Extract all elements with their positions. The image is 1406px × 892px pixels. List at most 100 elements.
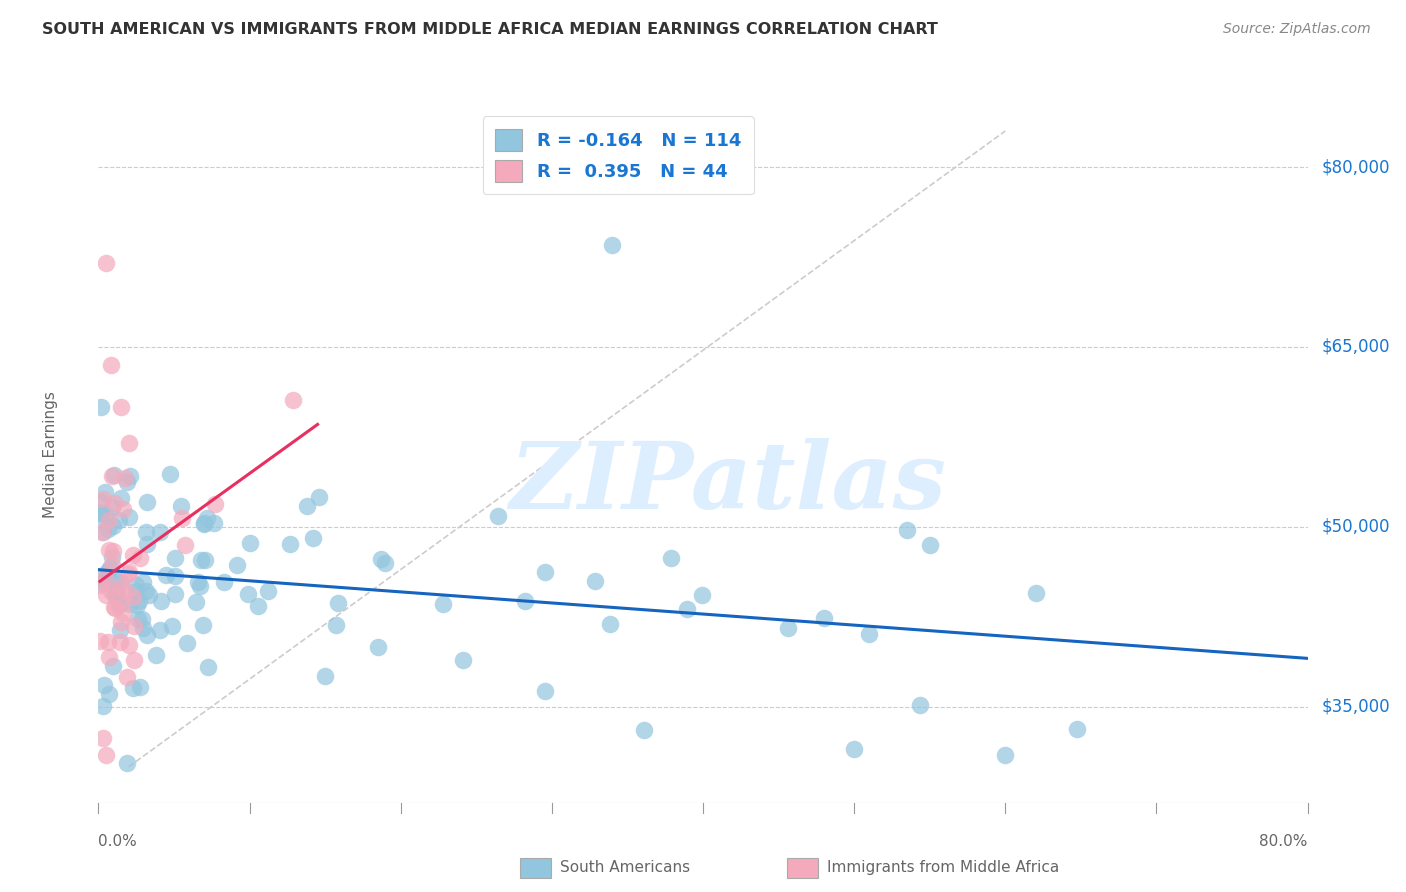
Point (94, 571, 117, 585)
Point (98, 561, 121, 575)
Point (104, 589, 127, 603)
Point (100, 358, 122, 372)
Point (121, 681, 143, 696)
Point (1024, 586, 1046, 600)
Point (115, 756, 138, 770)
Point (104, 585, 127, 599)
Point (128, 551, 150, 566)
Text: 80.0%: 80.0% (1260, 834, 1308, 849)
Point (184, 594, 207, 608)
Point (128, 594, 150, 608)
Point (115, 670, 138, 684)
Point (486, 508, 509, 523)
Point (104, 600, 127, 615)
Point (111, 502, 134, 516)
Point (100, 583, 122, 598)
Point (308, 490, 330, 504)
Point (89, 633, 111, 648)
Point (93, 507, 115, 521)
Point (89, 578, 111, 592)
Point (176, 636, 198, 650)
Point (132, 574, 155, 589)
Point (325, 618, 347, 632)
Point (110, 615, 132, 629)
Point (97, 688, 120, 702)
Point (114, 583, 136, 598)
Point (105, 590, 128, 604)
Point (89, 506, 111, 520)
Point (533, 684, 555, 698)
Point (370, 551, 392, 566)
Text: SOUTH AMERICAN VS IMMIGRANTS FROM MIDDLE AFRICA MEDIAN EARNINGS CORRELATION CHAR: SOUTH AMERICAN VS IMMIGRANTS FROM MIDDLE… (42, 22, 938, 37)
Point (191, 618, 214, 632)
Point (136, 536, 159, 550)
Point (114, 471, 136, 485)
Point (1066, 722, 1088, 736)
Point (162, 619, 184, 633)
Point (120, 468, 142, 483)
Point (145, 648, 167, 662)
Point (118, 638, 141, 652)
Point (101, 658, 124, 673)
Point (101, 500, 124, 515)
Point (328, 596, 350, 610)
Point (127, 612, 149, 626)
Point (204, 497, 226, 511)
Point (91, 524, 114, 539)
Point (132, 621, 155, 635)
Point (122, 653, 145, 667)
Point (302, 531, 325, 545)
Point (813, 611, 835, 625)
Text: Immigrants from Middle Africa: Immigrants from Middle Africa (827, 861, 1059, 875)
Point (108, 580, 131, 594)
Point (174, 538, 197, 552)
Point (118, 565, 141, 579)
Point (163, 569, 186, 583)
Text: Median Earnings: Median Earnings (42, 392, 58, 518)
Point (120, 597, 142, 611)
Point (170, 511, 193, 525)
Point (247, 599, 270, 613)
Point (104, 573, 127, 587)
Point (283, 392, 305, 407)
Point (138, 588, 160, 602)
Point (93, 698, 115, 713)
Text: $50,000: $50,000 (1322, 518, 1391, 536)
Point (190, 553, 212, 567)
Point (193, 516, 215, 531)
Point (195, 511, 218, 525)
Point (101, 549, 124, 564)
Point (150, 594, 173, 608)
Point (110, 597, 132, 611)
Point (93, 574, 115, 588)
Point (101, 543, 124, 558)
Point (108, 598, 131, 612)
Point (110, 575, 132, 590)
Point (89, 576, 111, 591)
Point (778, 621, 800, 635)
Text: ZIPatlas: ZIPatlas (509, 438, 946, 528)
Point (110, 634, 132, 648)
Point (858, 627, 880, 641)
Point (118, 510, 141, 524)
Point (91, 731, 114, 746)
Point (101, 558, 124, 572)
Point (105, 583, 128, 598)
Point (103, 496, 125, 510)
Point (374, 556, 396, 570)
Point (918, 538, 941, 552)
Point (115, 475, 138, 489)
Point (690, 588, 713, 602)
Point (994, 747, 1017, 762)
Point (131, 612, 153, 626)
Point (135, 584, 157, 599)
Point (910, 698, 932, 712)
Point (100, 469, 122, 483)
Point (111, 607, 134, 621)
Point (194, 553, 217, 567)
Point (197, 659, 219, 673)
Point (135, 525, 157, 540)
Point (136, 628, 159, 642)
Point (599, 617, 621, 632)
Point (159, 467, 181, 482)
